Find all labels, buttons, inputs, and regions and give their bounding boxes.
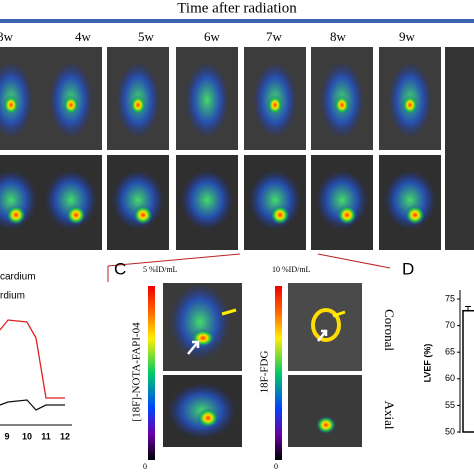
y-tick-label: 70: [445, 320, 455, 330]
uptake: [197, 408, 219, 428]
uptake: [267, 95, 283, 115]
tracer-label: [18F]-NOTA-FAPI-04: [131, 322, 143, 422]
axial-image: [288, 375, 362, 447]
timepoint-label: 8w: [330, 29, 347, 44]
y-tick-label: 60: [445, 373, 455, 383]
timepoint-label: 5w: [138, 29, 155, 44]
arrow: [187, 329, 328, 355]
uptake: [133, 205, 153, 225]
y-tick-label: 55: [445, 400, 455, 410]
uptake: [63, 95, 79, 115]
uptake: [185, 62, 229, 138]
uptake: [270, 205, 290, 225]
axis-title: LVEF (%): [422, 344, 432, 383]
timepoint-label: 4w: [75, 29, 92, 44]
x-tick-label: 10: [22, 431, 32, 441]
y-tick-label: 75: [445, 293, 455, 303]
coronal-image: [288, 283, 362, 371]
uptake: [66, 205, 86, 225]
legend-entry: cardium: [0, 272, 36, 283]
curve: [0, 319, 65, 399]
y-tick-label: 50: [445, 426, 455, 436]
uptake: [6, 205, 26, 225]
y-tick-label: 65: [445, 347, 455, 357]
header-title: Time after radiation: [177, 0, 297, 16]
x-tick-label: 11: [41, 431, 51, 441]
uptake: [337, 205, 357, 225]
view-label: Coronal: [382, 309, 397, 351]
curve: [0, 399, 65, 411]
arrow: [221, 308, 346, 318]
uptake: [316, 416, 336, 434]
timepoint-label: 6w: [204, 29, 221, 44]
colorbar: [148, 286, 155, 460]
zoom-line: [317, 253, 391, 269]
panel-label: C: [114, 259, 126, 278]
image: [445, 47, 474, 250]
uptake: [130, 95, 146, 115]
uptake: [170, 284, 230, 360]
view-label: Axial: [382, 401, 397, 430]
uptake: [334, 95, 350, 115]
scale-min: 0: [143, 462, 147, 471]
uptake: [181, 170, 233, 230]
bar: [462, 309, 474, 433]
uptake: [405, 205, 425, 225]
tracer-label: 18F-FDG: [259, 351, 271, 394]
zoom-line: [107, 253, 241, 267]
uptake: [402, 95, 418, 115]
timepoint-label: 3w: [0, 29, 14, 44]
timepoint-label: 9w: [399, 29, 416, 44]
colorbar: [275, 286, 282, 460]
panel-label: D: [402, 259, 414, 278]
x-tick-label: 9: [4, 431, 9, 441]
scale-max: 5 %ID/mL: [143, 265, 178, 274]
uptake: [3, 95, 19, 115]
scale-max: 10 %ID/mL: [272, 265, 311, 274]
header-rule: [0, 19, 474, 23]
x-tick-label: 12: [60, 431, 70, 441]
scale-min: 0: [274, 462, 278, 471]
legend-entry: rdium: [0, 291, 25, 302]
uptake: [311, 308, 341, 342]
timepoint-label: 7w: [266, 29, 283, 44]
